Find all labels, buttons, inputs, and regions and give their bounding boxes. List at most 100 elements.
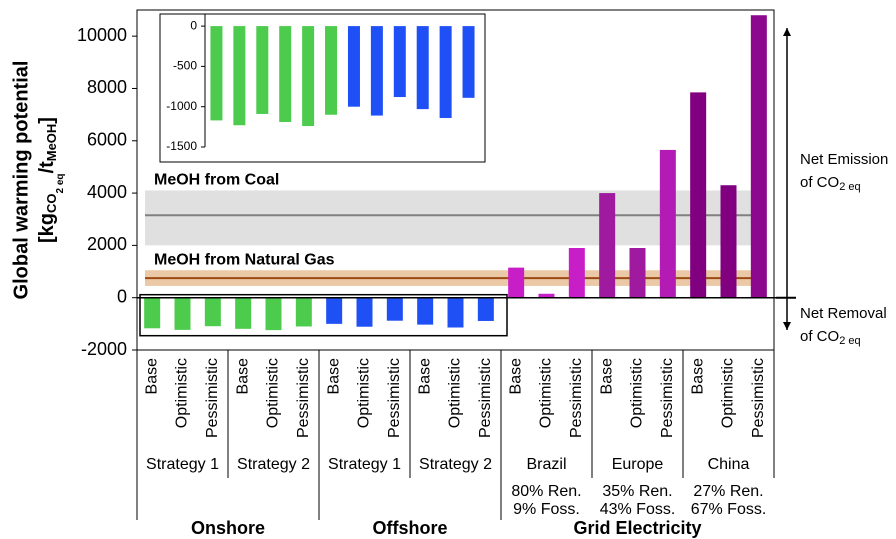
bar <box>568 248 585 298</box>
group-label: Strategy 2 <box>237 456 310 473</box>
y-tick-label: 2000 <box>87 234 127 254</box>
group-label: Europe <box>612 456 664 473</box>
inset-bar <box>416 26 429 110</box>
x-tick-label: Base <box>234 358 251 395</box>
inset-y-tick-label: -500 <box>173 59 197 73</box>
y-axis-label-part: CO <box>44 193 59 213</box>
bar <box>599 193 616 298</box>
x-tick-label: Pessimistic <box>659 358 676 438</box>
group-label: Brazil <box>526 456 566 473</box>
bar <box>265 297 282 331</box>
bar <box>659 149 676 298</box>
bar <box>295 297 312 327</box>
x-tick-label: Pessimistic <box>750 358 767 438</box>
bar <box>447 297 464 328</box>
x-tick-label: Optimistic <box>720 358 737 428</box>
group-note: 27% Ren. <box>693 483 763 500</box>
inset-bar <box>279 26 292 123</box>
x-tick-label: Base <box>598 358 615 395</box>
bar <box>477 297 494 321</box>
annotation-part: Net Emission <box>800 151 888 168</box>
x-tick-label: Optimistic <box>447 358 464 428</box>
y-tick-label: 0 <box>117 286 127 306</box>
bar <box>326 297 343 324</box>
group-note: 80% Ren. <box>511 483 581 500</box>
group-note: 43% Foss. <box>600 501 676 518</box>
y-axis-label-part: ] <box>36 117 58 124</box>
source-label: Offshore <box>372 518 447 538</box>
x-tick-label: Optimistic <box>629 358 646 428</box>
group-label: Strategy 1 <box>146 456 219 473</box>
inset-bar <box>370 26 383 116</box>
annotation-arrowhead <box>783 28 791 36</box>
inset-bar <box>325 26 338 115</box>
y-axis-label-part: [kg <box>36 213 58 243</box>
annotation-part: 2 eq <box>839 181 860 193</box>
y-axis-label: [kgCO2 eq/tMeOH] <box>36 117 65 243</box>
annotation-part: of CO <box>800 174 839 191</box>
x-tick-label: Optimistic <box>356 358 373 428</box>
inset-bar <box>210 26 223 121</box>
x-tick-label: Base <box>143 358 160 395</box>
bar <box>174 297 191 330</box>
annotation-arrowhead <box>783 322 791 330</box>
y-axis-label-part: 2 eq <box>55 173 66 193</box>
annotation-text: Net Emission <box>800 151 888 168</box>
y-axis-label-part: MeOH <box>44 124 59 162</box>
x-tick-label: Pessimistic <box>477 358 494 438</box>
y-tick-label: 10000 <box>77 25 127 45</box>
x-tick-label: Base <box>416 358 433 395</box>
inset-bar <box>462 26 475 98</box>
reference-label: MeOH from Coal <box>154 172 279 189</box>
inset-bar <box>393 26 406 98</box>
bar <box>538 293 555 298</box>
group-note: 9% Foss. <box>513 501 580 518</box>
group-label: China <box>708 456 750 473</box>
annotation-text: Net Removal <box>800 305 887 322</box>
inset-y-tick-label: -1000 <box>166 99 197 113</box>
annotation-text: of CO2 eq <box>800 174 861 193</box>
bar <box>235 297 252 329</box>
y-tick-label: 8000 <box>87 77 127 97</box>
bar <box>356 297 373 327</box>
group-label: Strategy 2 <box>419 456 492 473</box>
x-tick-label: Optimistic <box>265 358 282 428</box>
inset-y-tick-label: 0 <box>190 18 197 32</box>
x-tick-label: Pessimistic <box>295 358 312 438</box>
y-axis-label: Global warming potential <box>10 61 32 300</box>
source-label: Grid Electricity <box>573 518 701 538</box>
x-tick-label: Base <box>689 358 706 395</box>
y-tick-label: -2000 <box>81 339 127 359</box>
inset-bar <box>256 26 269 114</box>
group-note: 67% Foss. <box>691 501 767 518</box>
x-tick-label: Base <box>507 358 524 395</box>
inset-bar <box>439 26 452 118</box>
bar <box>508 267 525 298</box>
annotation-part: 2 eq <box>839 335 860 347</box>
y-tick-label: 4000 <box>87 182 127 202</box>
inset-y-tick-label: -1500 <box>166 139 197 153</box>
highlight-box <box>139 293 508 337</box>
bar <box>204 297 221 327</box>
annotation-part: of CO <box>800 328 839 345</box>
annotation-text: of CO2 eq <box>800 328 861 347</box>
x-tick-label: Pessimistic <box>204 358 221 438</box>
inset-bar <box>233 26 246 126</box>
x-tick-label: Pessimistic <box>568 358 585 438</box>
source-label: Onshore <box>191 518 265 538</box>
bar <box>144 297 161 329</box>
group-note: 35% Ren. <box>602 483 672 500</box>
bar <box>417 297 434 325</box>
bar <box>386 297 403 321</box>
x-tick-label: Optimistic <box>538 358 555 428</box>
annotation-part: Net Removal <box>800 305 887 322</box>
bar <box>690 92 707 298</box>
bar <box>720 185 737 298</box>
inset-bar <box>302 26 315 127</box>
x-tick-label: Base <box>325 358 342 395</box>
plot-frame <box>136 9 775 351</box>
y-axis-label-part: /t <box>36 161 58 174</box>
x-tick-label: Pessimistic <box>386 358 403 438</box>
bar <box>629 248 646 298</box>
